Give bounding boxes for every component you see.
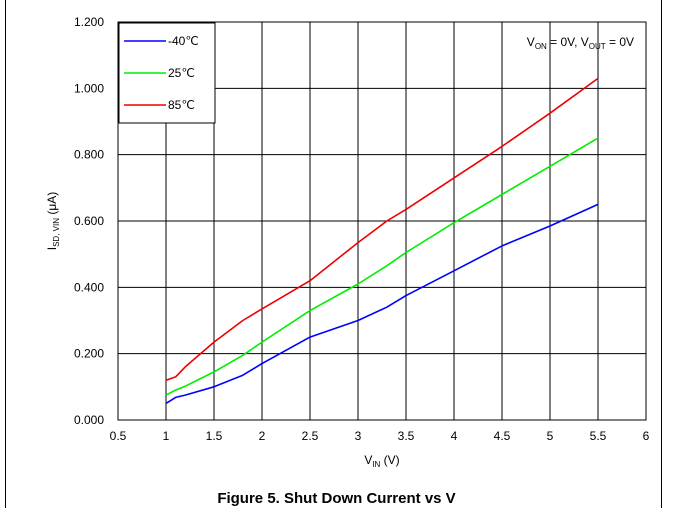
x-axis-label: VIN (V) xyxy=(364,453,399,469)
y-axis-ticks: 0.000 0.200 0.400 0.600 0.800 1.000 1.200 xyxy=(74,15,104,427)
x-tick-label: 5 xyxy=(547,429,554,443)
y-tick-label: 1.000 xyxy=(74,81,104,95)
legend-label-1: 25℃ xyxy=(168,66,195,80)
series-lines xyxy=(165,77,599,405)
series-line-1 xyxy=(165,137,599,396)
y-tick-label: 0.600 xyxy=(74,214,104,228)
legend-label-0: -40℃ xyxy=(168,34,199,48)
conditions-annotation: VON = 0V, VOUT = 0V xyxy=(527,35,634,51)
x-tick-label: 0.5 xyxy=(110,429,127,443)
series-line-2 xyxy=(165,77,599,381)
x-tick-label: 3.5 xyxy=(398,429,415,443)
x-tick-label: 1 xyxy=(163,429,170,443)
y-tick-label: 0.000 xyxy=(74,413,104,427)
y-tick-label: 0.800 xyxy=(74,148,104,162)
y-tick-label: 1.200 xyxy=(74,15,104,29)
series-line-0 xyxy=(165,203,599,405)
x-tick-label: 5.5 xyxy=(590,429,607,443)
x-tick-label: 2.5 xyxy=(302,429,319,443)
x-tick-label: 4 xyxy=(451,429,458,443)
y-axis-label: ISD, VIN (μA) xyxy=(45,192,61,251)
legend-label-2: 85℃ xyxy=(168,98,195,112)
x-tick-label: 2 xyxy=(259,429,266,443)
y-tick-label: 0.400 xyxy=(74,280,104,294)
figure-caption: Figure 5. Shut Down Current vs V xyxy=(217,490,456,507)
legend: -40℃ 25℃ 85℃ xyxy=(118,22,216,124)
x-axis-ticks: 0.5 1 1.5 2 2.5 3 3.5 4 4.5 5 5.5 6 xyxy=(110,429,650,443)
x-tick-label: 1.5 xyxy=(206,429,223,443)
figure-frame xyxy=(5,0,662,508)
x-tick-label: 3 xyxy=(355,429,362,443)
x-tick-label: 6 xyxy=(643,429,650,443)
plot-area xyxy=(117,21,647,421)
y-tick-label: 0.200 xyxy=(74,347,104,361)
x-tick-label: 4.5 xyxy=(494,429,511,443)
